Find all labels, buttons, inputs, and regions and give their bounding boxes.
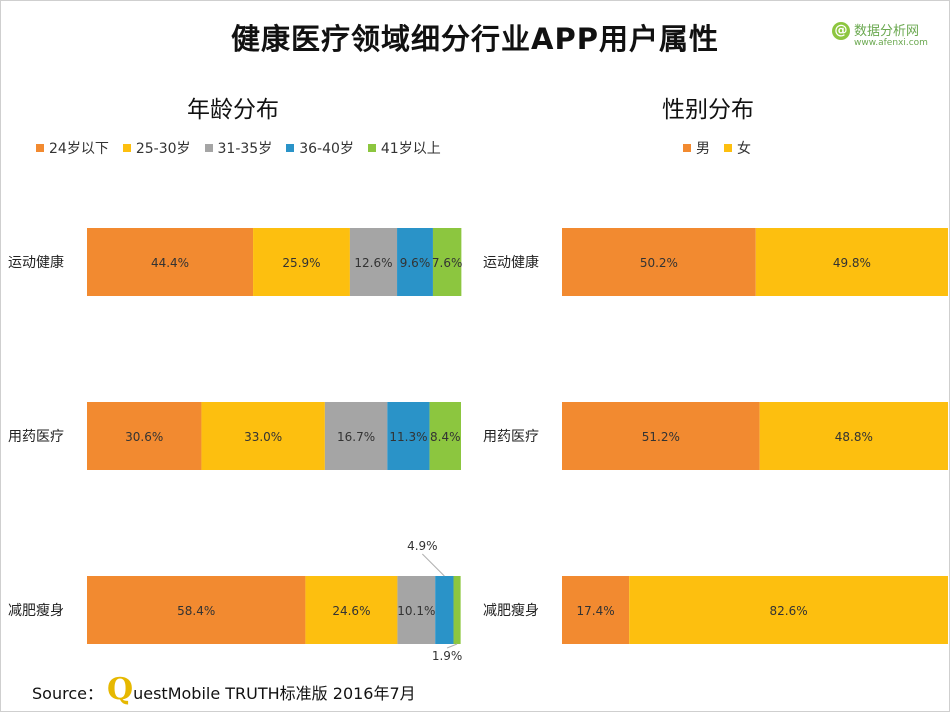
bar-segment: [429, 402, 461, 470]
logo-url: www.afenxi.com: [854, 38, 928, 48]
age-chart-title: 年龄分布: [187, 97, 279, 123]
data-label: 48.8%: [835, 430, 873, 444]
legend-item: 男: [683, 138, 710, 158]
data-label: 49.8%: [833, 256, 871, 270]
data-label: 4.9%: [407, 539, 438, 553]
legend-swatch: [286, 144, 295, 152]
data-label: 9.6%: [400, 256, 431, 270]
category-label: 用药医疗: [483, 429, 539, 445]
legend-item: 41岁以上: [367, 138, 441, 158]
legend-swatch: [204, 144, 213, 152]
legend-label: 41岁以上: [380, 141, 441, 157]
data-label: 82.6%: [770, 604, 808, 618]
gender-distribution-chart: 运动健康 50.2% 49.8% 用药医疗 51.2% 48.8% 减肥瘦身 17.4% 82.…: [483, 228, 948, 644]
data-label: 1.9%: [432, 649, 463, 663]
bar-segment: [759, 402, 948, 470]
legend-item: 24岁以下: [36, 138, 109, 158]
category-label: 运动健康: [8, 254, 64, 271]
data-label: 7.6%: [432, 256, 463, 270]
category-label: 减肥瘦身: [483, 602, 539, 619]
data-label: 58.4%: [177, 604, 215, 618]
legend-item: 女: [724, 138, 751, 158]
data-label: 44.4%: [151, 256, 189, 270]
bar-segment: [453, 576, 461, 644]
legend-label: 女: [737, 141, 751, 157]
data-label: 11.3%: [389, 430, 427, 444]
bar-segment: [397, 576, 436, 644]
data-label: 10.1%: [397, 604, 435, 618]
bar-segment: [349, 228, 398, 296]
data-label: 12.6%: [354, 256, 392, 270]
data-label: 24.6%: [332, 604, 370, 618]
bar-segment: [562, 576, 630, 644]
age-legend: 24岁以下 25-30岁 31-35岁 36-40岁 41岁以上: [36, 138, 441, 158]
legend-swatch: [724, 144, 732, 152]
bar-segment: [562, 402, 760, 470]
bar-segment: [629, 576, 948, 644]
bar-segment: [201, 402, 325, 470]
bar-segment: [87, 402, 202, 470]
legend-label: 31-35岁: [217, 141, 273, 157]
bar-segment: [324, 402, 388, 470]
bar-segment: [562, 228, 756, 296]
bar-segment: [432, 228, 462, 296]
gender-chart-title: 性别分布: [662, 97, 754, 123]
data-label: 16.7%: [337, 430, 375, 444]
source-text: uestMobile TRUTH标准版 2016年7月: [133, 684, 416, 703]
data-label: 30.6%: [125, 430, 163, 444]
category-label: 减肥瘦身: [8, 602, 64, 619]
page-title: 健康医疗领域细分行业APP用户属性: [231, 22, 719, 56]
age-distribution-chart: 运动健康 44.4% 25.9% 12.6% 9.6% 7.6% 用药医疗 30.6% 33.0…: [8, 228, 463, 663]
data-label: 51.2%: [642, 430, 680, 444]
legend-swatch: [36, 144, 44, 152]
data-label: 8.4%: [430, 430, 461, 444]
logo-at-icon: @: [832, 22, 850, 40]
bar-segment: [397, 228, 433, 296]
legend-label: 24岁以下: [49, 141, 109, 157]
legend-item: 36-40岁: [286, 138, 354, 158]
source-note: Source： Q uestMobile TRUTH标准版 2016年7月: [32, 672, 416, 707]
bar-segment: [305, 576, 398, 644]
data-label: 50.2%: [640, 256, 678, 270]
data-label: 33.0%: [244, 430, 282, 444]
data-label: 25.9%: [282, 256, 320, 270]
legend-label: 男: [696, 141, 710, 157]
bar-segment: [253, 228, 350, 296]
bar-segment: [435, 576, 454, 644]
questmobile-logo-q: Q: [106, 672, 134, 707]
legend-swatch: [683, 144, 691, 152]
category-label: 运动健康: [483, 254, 539, 271]
legend-swatch: [367, 144, 376, 152]
bar-segment: [87, 228, 254, 296]
legend-label: 25-30岁: [135, 141, 191, 157]
logo-name: 数据分析网: [854, 24, 920, 39]
bar-segment: [387, 402, 430, 470]
category-label: 用药医疗: [8, 429, 64, 445]
source-prefix: Source：: [32, 684, 103, 703]
gender-legend: 男女: [683, 138, 751, 158]
legend-item: 31-35岁: [204, 138, 273, 158]
legend-swatch: [122, 144, 131, 152]
data-label: 17.4%: [577, 604, 615, 618]
logo: @ 数据分析网 www.afenxi.com: [832, 18, 942, 54]
legend-label: 36-40岁: [299, 141, 354, 157]
bar-segment: [755, 228, 948, 296]
data-label-leader-line: [422, 553, 445, 577]
data-label-leader-line: [446, 643, 458, 649]
bar-segment: [87, 576, 306, 644]
legend-item: 25-30岁: [122, 138, 191, 158]
